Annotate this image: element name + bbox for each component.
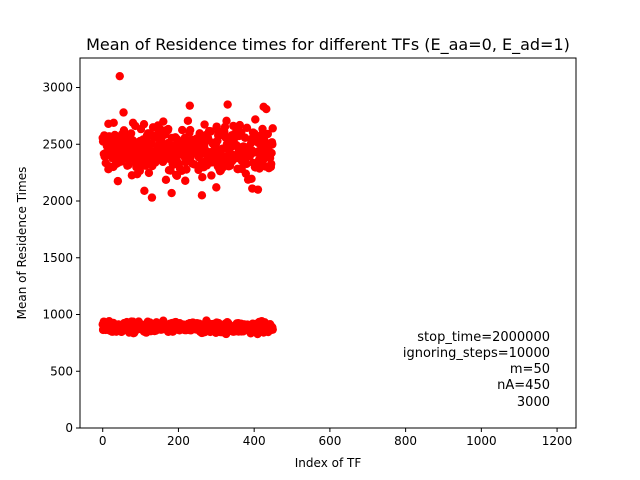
annotation-line-stop-time: stop_time=2000000 [417, 330, 550, 345]
data-point [251, 115, 260, 124]
data-point [263, 129, 272, 139]
y-tick-label: 1000 [42, 308, 73, 322]
data-point [200, 120, 209, 129]
x-tick-label: 0 [99, 434, 107, 448]
data-point-outlier [167, 188, 176, 198]
y-tick-label: 2500 [42, 137, 73, 151]
annotation-line-ignoring-steps: ignoring_steps=10000 [403, 346, 550, 361]
data-point [247, 174, 256, 184]
data-point [144, 168, 154, 178]
data-point [164, 124, 173, 134]
data-point [267, 159, 276, 169]
data-point [181, 176, 190, 185]
data-point-outlier [140, 186, 149, 195]
data-point-outlier [115, 71, 124, 81]
data-point [242, 159, 251, 169]
data-points [98, 71, 277, 339]
data-point-outlier [159, 117, 168, 126]
x-tick-label: 1200 [542, 434, 573, 448]
y-tick-label: 0 [65, 421, 73, 435]
data-point-outlier [223, 100, 232, 109]
data-point-outlier [104, 119, 113, 129]
data-point [126, 129, 136, 138]
x-tick-label: 800 [394, 434, 417, 448]
data-point [185, 125, 195, 135]
chart-title: Mean of Residence times for different TF… [86, 35, 570, 55]
data-point [135, 166, 145, 176]
data-point-outlier [119, 108, 128, 117]
data-point-outlier [197, 191, 207, 200]
annotation-line-m: m=50 [510, 362, 550, 377]
data-point [207, 171, 216, 180]
data-point [183, 116, 193, 125]
data-point [268, 124, 277, 133]
data-point-outlier [147, 193, 157, 202]
x-axis-ticks: 0 200 400 600 800 1000 1200 [99, 428, 572, 448]
data-point-outlier [212, 183, 221, 192]
data-point [182, 165, 191, 174]
plot-frame [79, 57, 577, 429]
x-axis-label: Index of TF [295, 456, 362, 470]
y-tick-label: 3000 [42, 81, 73, 95]
data-point [178, 125, 187, 135]
data-point [268, 325, 277, 334]
data-point [235, 120, 244, 130]
parameter-annotation: stop_time=2000000 ignoring_steps=10000 m… [403, 330, 550, 410]
data-point [240, 133, 250, 142]
data-point [222, 116, 231, 126]
data-point [113, 176, 123, 186]
x-tick-label: 400 [243, 434, 266, 448]
x-tick-label: 600 [318, 434, 341, 448]
data-point-outlier [262, 104, 271, 114]
y-axis-label: Mean of Residence Times [15, 167, 29, 320]
data-point [161, 175, 171, 185]
x-tick-label: 200 [167, 434, 190, 448]
y-tick-label: 500 [50, 364, 73, 378]
data-point [258, 124, 267, 134]
data-point [116, 157, 126, 166]
data-point [124, 160, 133, 170]
x-tick-label: 1000 [466, 434, 497, 448]
y-tick-label: 1500 [42, 251, 73, 265]
annotation-line-value: 3000 [517, 395, 550, 410]
data-point-outlier [185, 101, 195, 110]
data-point [267, 148, 276, 158]
data-point-outlier [253, 185, 263, 194]
data-point [139, 119, 149, 129]
y-axis-ticks: 0 500 1000 1500 2000 2500 3000 [42, 81, 80, 435]
data-point [198, 173, 207, 182]
y-tick-label: 2000 [42, 194, 73, 208]
annotation-line-na: nA=450 [497, 378, 550, 393]
data-point [242, 123, 252, 133]
data-point [206, 127, 216, 136]
data-point [268, 140, 277, 149]
